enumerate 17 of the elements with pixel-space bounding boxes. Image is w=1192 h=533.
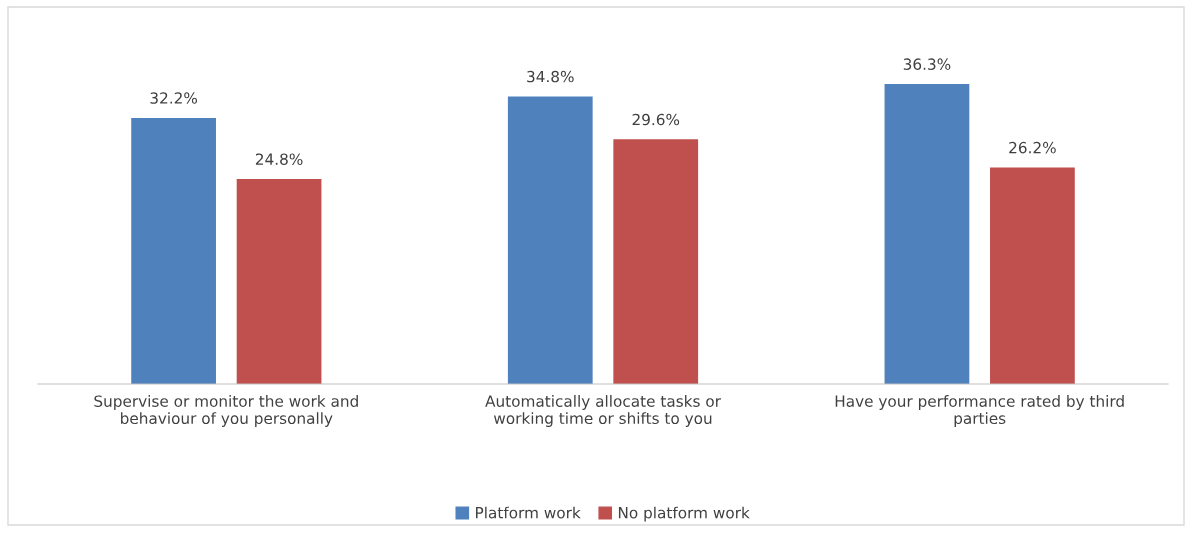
data-label: 24.8% xyxy=(255,153,303,165)
legend-label: Platform work xyxy=(476,506,581,519)
data-label: 32.2% xyxy=(150,92,198,104)
data-label: 34.8% xyxy=(527,70,574,83)
bar xyxy=(990,167,1075,384)
bar xyxy=(507,96,593,384)
bar xyxy=(884,84,970,384)
data-label: 29.6% xyxy=(632,113,680,126)
bar xyxy=(613,139,699,384)
legend-label: No platform work xyxy=(618,506,750,522)
bar xyxy=(236,179,322,384)
x-tick-label: Automatically allocate tasks or working time or shifts to you xyxy=(485,395,721,427)
data-label: 26.2% xyxy=(1009,141,1056,154)
x-tick-label: Supervise or monitor the work and behaviour of you personally xyxy=(94,395,358,427)
data-label: 36.3% xyxy=(903,58,951,70)
x-tick-label: Have your performance rated by third parties xyxy=(835,395,1124,427)
bar xyxy=(131,117,216,384)
